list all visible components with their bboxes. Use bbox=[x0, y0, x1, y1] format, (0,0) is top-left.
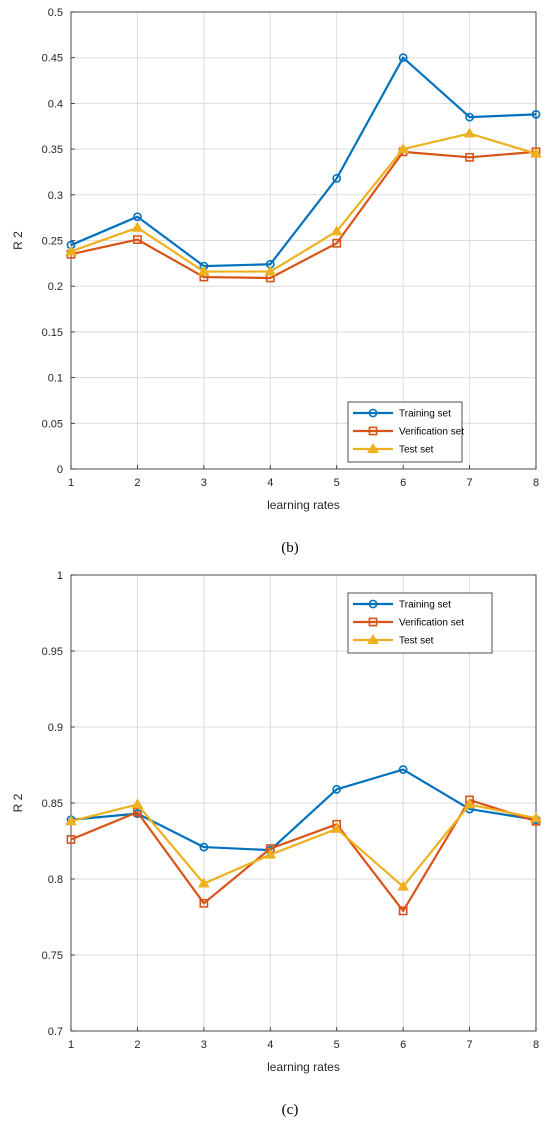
legend-label-training: Training set bbox=[399, 600, 451, 611]
x-tick-label: 6 bbox=[400, 1039, 406, 1051]
data-point-verification bbox=[398, 906, 408, 916]
data-point-test bbox=[131, 221, 144, 232]
series-test bbox=[65, 127, 542, 276]
caption-b: (b) bbox=[281, 540, 299, 556]
x-tick-label: 1 bbox=[68, 1039, 74, 1051]
data-point-test bbox=[65, 815, 77, 826]
data-point-test bbox=[530, 812, 542, 823]
x-tick-label: 4 bbox=[267, 1039, 273, 1051]
y-tick-label: 0.25 bbox=[42, 236, 63, 248]
y-tick-label: 0.15 bbox=[42, 327, 63, 339]
data-point-training bbox=[465, 112, 474, 122]
series-line-training bbox=[70, 56, 537, 268]
chart-c: 1 2 3 4 5 6 7 8 0.7 0.75 0.8 0.85 0.9 0.95 1 learning r… bbox=[11, 570, 542, 1074]
x-tick-label: 4 bbox=[267, 477, 273, 489]
data-point-test bbox=[264, 848, 277, 859]
y-tick-label: 0 bbox=[57, 464, 63, 476]
data-point-verification bbox=[66, 835, 76, 844]
data-point-verification bbox=[133, 235, 142, 244]
x-tick-label: 5 bbox=[334, 1039, 340, 1051]
data-point-training bbox=[398, 765, 408, 774]
chart-b: 1 2 3 4 5 6 7 8 0 0.05 0.1 0.15 0.2 0.25 0.3 0.35 0.4 0.4… bbox=[11, 7, 542, 512]
data-point-verification bbox=[199, 898, 209, 908]
x-tick-label: 3 bbox=[201, 1039, 207, 1051]
data-point-training bbox=[398, 53, 408, 63]
legend-marker-test bbox=[367, 634, 379, 644]
data-point-test bbox=[397, 880, 410, 891]
y-tick-label: 0.7 bbox=[48, 1026, 63, 1038]
x-tick-label: 1 bbox=[68, 477, 74, 489]
x-axis-label: learning rates bbox=[267, 498, 340, 512]
data-point-training bbox=[531, 109, 541, 119]
y-tick-label: 1 bbox=[57, 570, 63, 582]
legend-label-verification: Verification set bbox=[399, 618, 464, 629]
y-axis-label: R 2 bbox=[11, 231, 25, 250]
legend: Training set Verification set Test set bbox=[347, 592, 493, 654]
x-tick-label: 7 bbox=[467, 477, 473, 489]
y-tick-label: 0.85 bbox=[42, 798, 63, 810]
y-tick-label: 0.8 bbox=[48, 874, 63, 886]
x-tick-label: 2 bbox=[134, 477, 140, 489]
y-tick-label: 0.75 bbox=[42, 950, 63, 962]
series-line-test bbox=[70, 132, 537, 273]
data-point-training bbox=[332, 784, 342, 794]
x-tick-label: 2 bbox=[134, 1039, 140, 1051]
data-point-training bbox=[133, 212, 142, 222]
data-point-test bbox=[264, 265, 277, 276]
y-tick-label: 0.3 bbox=[48, 190, 63, 202]
legend-marker-training bbox=[368, 599, 378, 609]
data-point-test bbox=[463, 798, 476, 809]
series-line-verification bbox=[70, 150, 537, 280]
data-point-test bbox=[197, 877, 210, 888]
y-axis-label: R 2 bbox=[11, 793, 25, 812]
y-tick-label: 0.1 bbox=[48, 373, 63, 385]
data-point-test bbox=[131, 798, 144, 809]
legend-marker-training bbox=[368, 408, 378, 418]
data-point-test bbox=[463, 127, 476, 138]
x-tick-label: 8 bbox=[533, 477, 539, 489]
y-tick-label: 0.35 bbox=[42, 144, 63, 156]
y-tick-label: 0.4 bbox=[48, 98, 63, 110]
series-training bbox=[66, 53, 541, 271]
y-tick-label: 0.2 bbox=[48, 281, 63, 293]
series-line-test bbox=[70, 803, 537, 888]
series-test bbox=[65, 798, 542, 891]
data-point-test bbox=[330, 822, 343, 833]
data-point-test bbox=[530, 147, 542, 158]
data-point-test bbox=[330, 225, 343, 236]
series-verification bbox=[66, 147, 541, 283]
legend-marker-test bbox=[367, 443, 379, 453]
x-tick-label: 5 bbox=[334, 477, 340, 489]
data-point-verification bbox=[465, 152, 474, 162]
x-tick-label: 8 bbox=[533, 1039, 539, 1051]
caption-c: (c) bbox=[282, 1102, 299, 1118]
legend: Training set Verification set Test set bbox=[347, 401, 464, 463]
data-point-training bbox=[332, 173, 342, 183]
x-tick-label: 6 bbox=[400, 477, 406, 489]
y-tick-label: 0.9 bbox=[48, 722, 63, 734]
legend-label-verification: Verification set bbox=[399, 427, 464, 438]
x-tick-label: 7 bbox=[467, 1039, 473, 1051]
legend-label-test: Test set bbox=[399, 636, 434, 647]
x-axis-label: learning rates bbox=[267, 1060, 340, 1074]
y-tick-label: 0.5 bbox=[48, 7, 63, 19]
y-tick-label: 0.05 bbox=[42, 418, 63, 430]
y-tick-label: 0.45 bbox=[42, 53, 63, 65]
x-tick-label: 3 bbox=[201, 477, 207, 489]
legend-marker-verification bbox=[368, 617, 378, 627]
data-point-training bbox=[199, 842, 209, 852]
legend-marker-verification bbox=[368, 426, 378, 436]
legend-label-training: Training set bbox=[399, 409, 451, 420]
data-point-test bbox=[197, 265, 210, 276]
data-point-test bbox=[65, 245, 77, 256]
legend-label-test: Test set bbox=[399, 445, 434, 456]
data-point-test bbox=[397, 143, 410, 154]
data-point-verification bbox=[332, 238, 342, 248]
y-tick-label: 0.95 bbox=[42, 646, 63, 658]
